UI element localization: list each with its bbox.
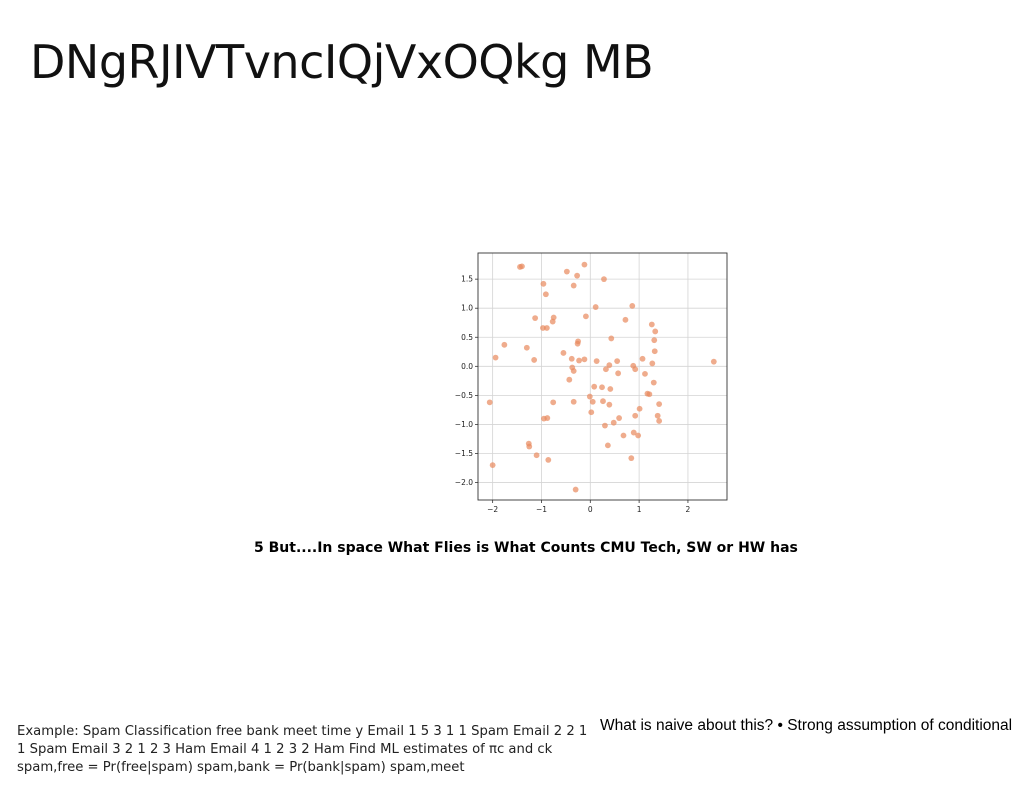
scatter-point <box>571 399 577 405</box>
scatter-point <box>571 368 577 374</box>
scatter-point <box>640 356 646 362</box>
scatter-point <box>534 452 540 458</box>
scatter-point <box>652 348 658 354</box>
scatter-point <box>545 457 551 463</box>
scatter-point <box>541 281 547 287</box>
y-tick-label: 1.0 <box>461 304 473 313</box>
scatter-point <box>652 329 658 335</box>
scatter-point <box>711 359 717 365</box>
y-tick-label: 0.5 <box>461 333 473 342</box>
scatter-point <box>593 304 599 310</box>
slide-title: DNgRJIVTvncIQjVxOQkg MB <box>30 32 653 92</box>
scatter-chart: −2 −1 0 1 2 −2.0 −1.5 −1.0 −0.5 0.0 0.5 1.0 1.5 <box>445 245 735 520</box>
y-tick-label: −1.0 <box>455 420 473 429</box>
scatter-point <box>574 273 580 279</box>
scatter-point <box>632 413 638 419</box>
y-tick-label: −1.5 <box>455 449 473 458</box>
scatter-point <box>591 384 597 390</box>
scatter-point <box>623 317 629 323</box>
scatter-point <box>526 444 532 450</box>
scatter-point <box>544 325 550 331</box>
scatter-point <box>590 399 596 405</box>
scatter-point <box>656 418 662 424</box>
scatter-point <box>621 433 627 439</box>
plot-background <box>478 253 727 500</box>
scatter-point <box>573 487 579 493</box>
y-tick-label: 0.0 <box>461 362 473 371</box>
y-tick-label: −0.5 <box>455 391 473 400</box>
scatter-point <box>628 455 634 461</box>
scatter-point <box>531 357 537 363</box>
scatter-point <box>646 391 652 397</box>
naive-question-text: What is naive about this? • Strong assum… <box>600 716 1024 736</box>
y-tick-label: −2.0 <box>455 478 473 487</box>
x-tick-label: 0 <box>588 505 593 514</box>
scatter-point <box>611 420 617 426</box>
scatter-point <box>569 356 575 362</box>
scatter-point <box>550 319 556 325</box>
scatter-point <box>588 409 594 415</box>
scatter-point <box>583 313 589 319</box>
scatter-point <box>501 342 507 348</box>
scatter-point <box>614 358 620 364</box>
scatter-point <box>576 358 582 364</box>
scatter-point <box>519 263 525 269</box>
scatter-point <box>635 433 641 439</box>
scatter-point <box>656 401 662 407</box>
scatter-point <box>550 399 556 405</box>
scatter-point <box>564 269 570 275</box>
scatter-point <box>632 366 638 372</box>
scatter-point <box>607 386 613 392</box>
scatter-point <box>599 384 605 390</box>
chart-caption: 5 But....In space What Flies is What Cou… <box>254 539 814 557</box>
scatter-point <box>582 356 588 362</box>
scatter-point <box>649 322 655 328</box>
y-tick-label: 1.5 <box>461 275 473 284</box>
scatter-point <box>616 415 622 421</box>
scatter-point <box>651 380 657 386</box>
scatter-point <box>594 358 600 364</box>
scatter-point <box>606 402 612 408</box>
scatter-point <box>524 345 530 351</box>
scatter-point <box>642 371 648 377</box>
scatter-point <box>637 406 643 412</box>
example-paragraph: Example: Spam Classification free bank m… <box>17 723 595 777</box>
scatter-point <box>601 276 607 282</box>
scatter-point <box>605 442 611 448</box>
scatter-point <box>608 336 614 342</box>
scatter-point <box>603 366 609 372</box>
scatter-point <box>532 315 538 321</box>
scatter-point <box>649 361 655 367</box>
scatter-point <box>587 394 593 400</box>
scatter-point <box>629 303 635 309</box>
scatter-point <box>561 350 567 356</box>
scatter-point <box>600 398 606 404</box>
x-tick-label: −1 <box>536 505 547 514</box>
x-tick-label: −2 <box>487 505 498 514</box>
scatter-plot-svg: −2 −1 0 1 2 −2.0 −1.5 −1.0 −0.5 0.0 0.5 1.0 1.5 <box>445 245 735 520</box>
scatter-point <box>543 291 549 297</box>
scatter-point <box>493 355 499 361</box>
scatter-point <box>571 283 577 289</box>
scatter-point <box>655 413 661 419</box>
scatter-point <box>602 423 608 429</box>
x-tick-label: 1 <box>637 505 642 514</box>
scatter-point <box>487 399 493 405</box>
x-tick-label: 2 <box>686 505 691 514</box>
scatter-point <box>544 415 550 421</box>
scatter-point <box>582 262 588 268</box>
scatter-point <box>490 462 496 468</box>
scatter-point <box>566 377 572 383</box>
scatter-point <box>615 370 621 376</box>
scatter-point <box>575 341 581 347</box>
scatter-point <box>651 337 657 343</box>
